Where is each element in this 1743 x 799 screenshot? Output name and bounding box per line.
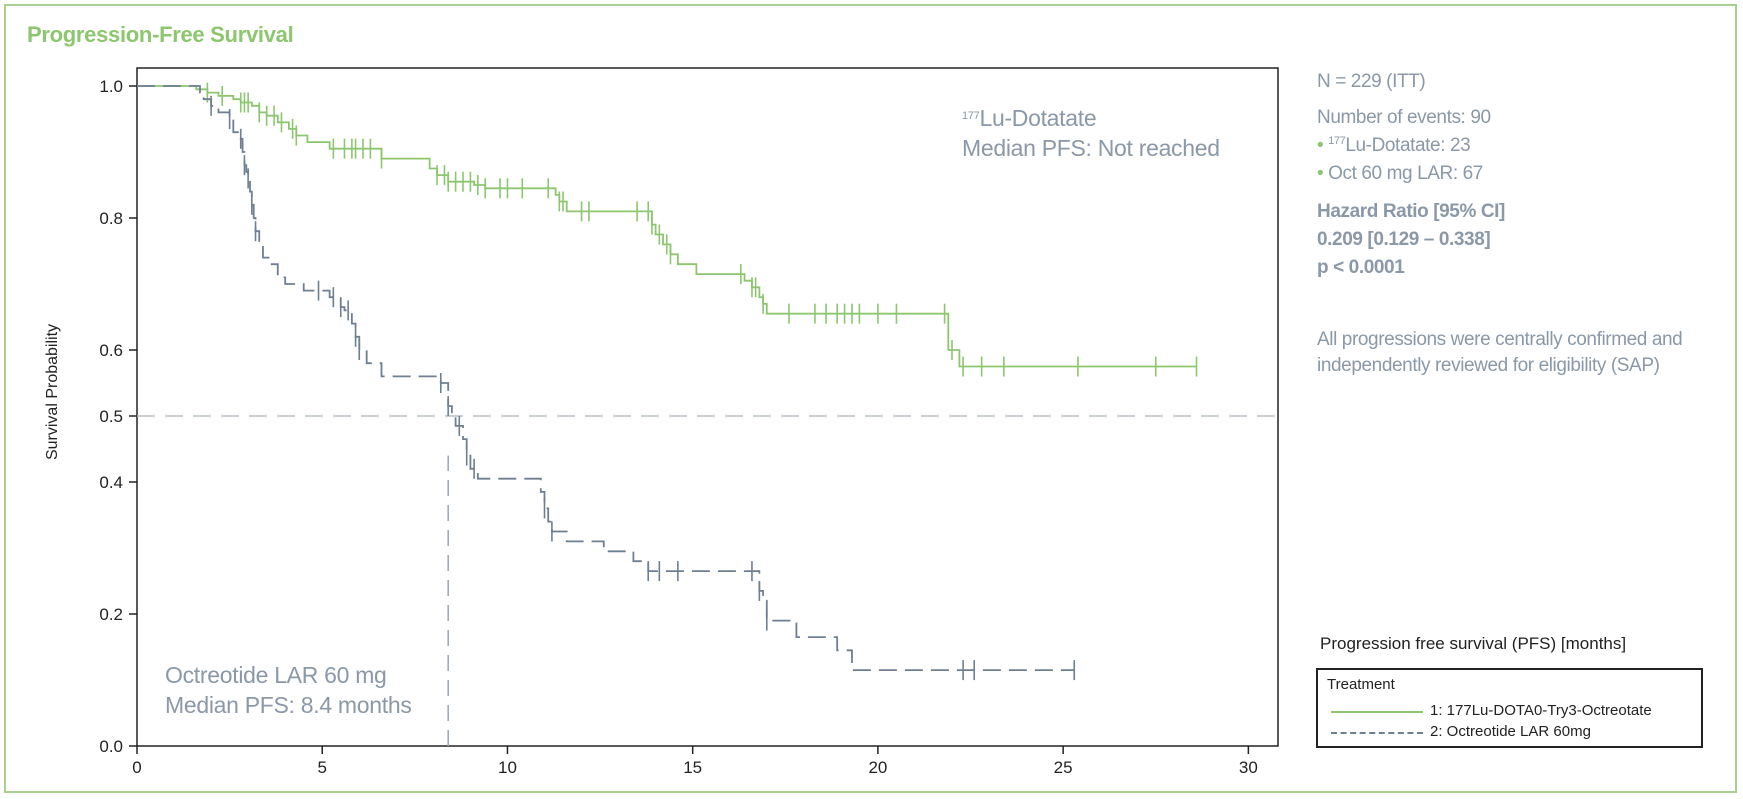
side-events-lu-text: Lu-Dotatate: 23 [1345,135,1471,156]
legend-swatch-solid [1331,711,1423,713]
y-tick-label: 0.6 [99,341,123,360]
lu-annotation: 177Lu-Dotatate Median PFS: Not reached [962,103,1220,163]
y-tick-label: 1.0 [99,77,123,96]
legend-title: Treatment [1327,676,1395,693]
x-tick-label: 10 [498,758,517,777]
y-tick-label: 0.2 [99,605,123,624]
x-axis-label: Progression free survival (PFS) [months] [1320,634,1627,653]
hr-title: Hazard Ratio [95% CI] [1317,201,1505,222]
x-tick-label: 5 [317,758,326,777]
lu-annotation-sup: 177 [962,110,980,122]
oct-annotation: Octreotide LAR 60 mg Median PFS: 8.4 mon… [165,660,412,720]
y-tick-label: 0.4 [99,473,123,492]
side-events-title: Number of events: 90 [1317,107,1491,128]
x-tick-label: 15 [683,758,702,777]
side-note-text: All progressions were centrally confirme… [1317,329,1683,376]
legend-label-lu: 1: 177Lu-DOTA0-Try3-Octreotate [1430,702,1652,719]
x-tick-label: 30 [1239,758,1258,777]
legend: Treatment 1: 177Lu-DOTA0-Try3-Octreotate… [1316,668,1703,748]
hr-value: 0.209 [0.129 – 0.338] [1317,229,1491,250]
y-tick-label: 0.5 [99,407,123,426]
oct-annotation-name: Octreotide LAR 60 mg [165,662,387,688]
x-tick-label: 0 [132,758,141,777]
legend-swatch-dashed [1331,732,1423,734]
page-title: Progression-Free Survival [27,22,294,47]
lu-annotation-median: Median PFS: Not reached [962,135,1220,161]
oct-annotation-median: Median PFS: 8.4 months [165,692,412,718]
side-events-lu: • 177Lu-Dotatate: 23 [1317,132,1491,160]
x-tick-label: 25 [1054,758,1073,777]
plot-frame [136,67,1279,747]
side-note: All progressions were centrally confirme… [1317,327,1697,379]
x-tick-label: 20 [868,758,887,777]
bullet-icon: • [1317,135,1324,156]
side-n: N = 229 (ITT) [1317,71,1426,92]
lu-annotation-name: Lu-Dotatate [979,105,1097,131]
bullet-icon: • [1317,163,1324,184]
side-panel: N = 229 (ITT) [1317,68,1426,96]
p-value: p < 0.0001 [1317,257,1405,278]
side-hazard: Hazard Ratio [95% CI] 0.209 [0.129 – 0.3… [1317,198,1505,282]
legend-entry-lu: 1: 177Lu-DOTA0-Try3-Octreotate [1327,702,1697,722]
series-oct-line [137,85,1075,671]
legend-label-oct: 2: Octreotide LAR 60mg [1430,723,1591,740]
y-tick-label: 0.0 [99,737,123,756]
side-events-oct-text: Oct 60 mg LAR: 67 [1328,163,1483,184]
side-events-oct: • Oct 60 mg LAR: 67 [1317,160,1491,188]
y-tick-label: 0.8 [99,209,123,228]
legend-entry-oct: 2: Octreotide LAR 60mg [1327,723,1697,743]
side-events: Number of events: 90 • 177Lu-Dotatate: 2… [1317,104,1491,188]
figure-frame [4,4,1737,793]
y-axis-label: Survival Probability [44,324,61,460]
side-events-lu-sup: 177 [1328,135,1346,147]
